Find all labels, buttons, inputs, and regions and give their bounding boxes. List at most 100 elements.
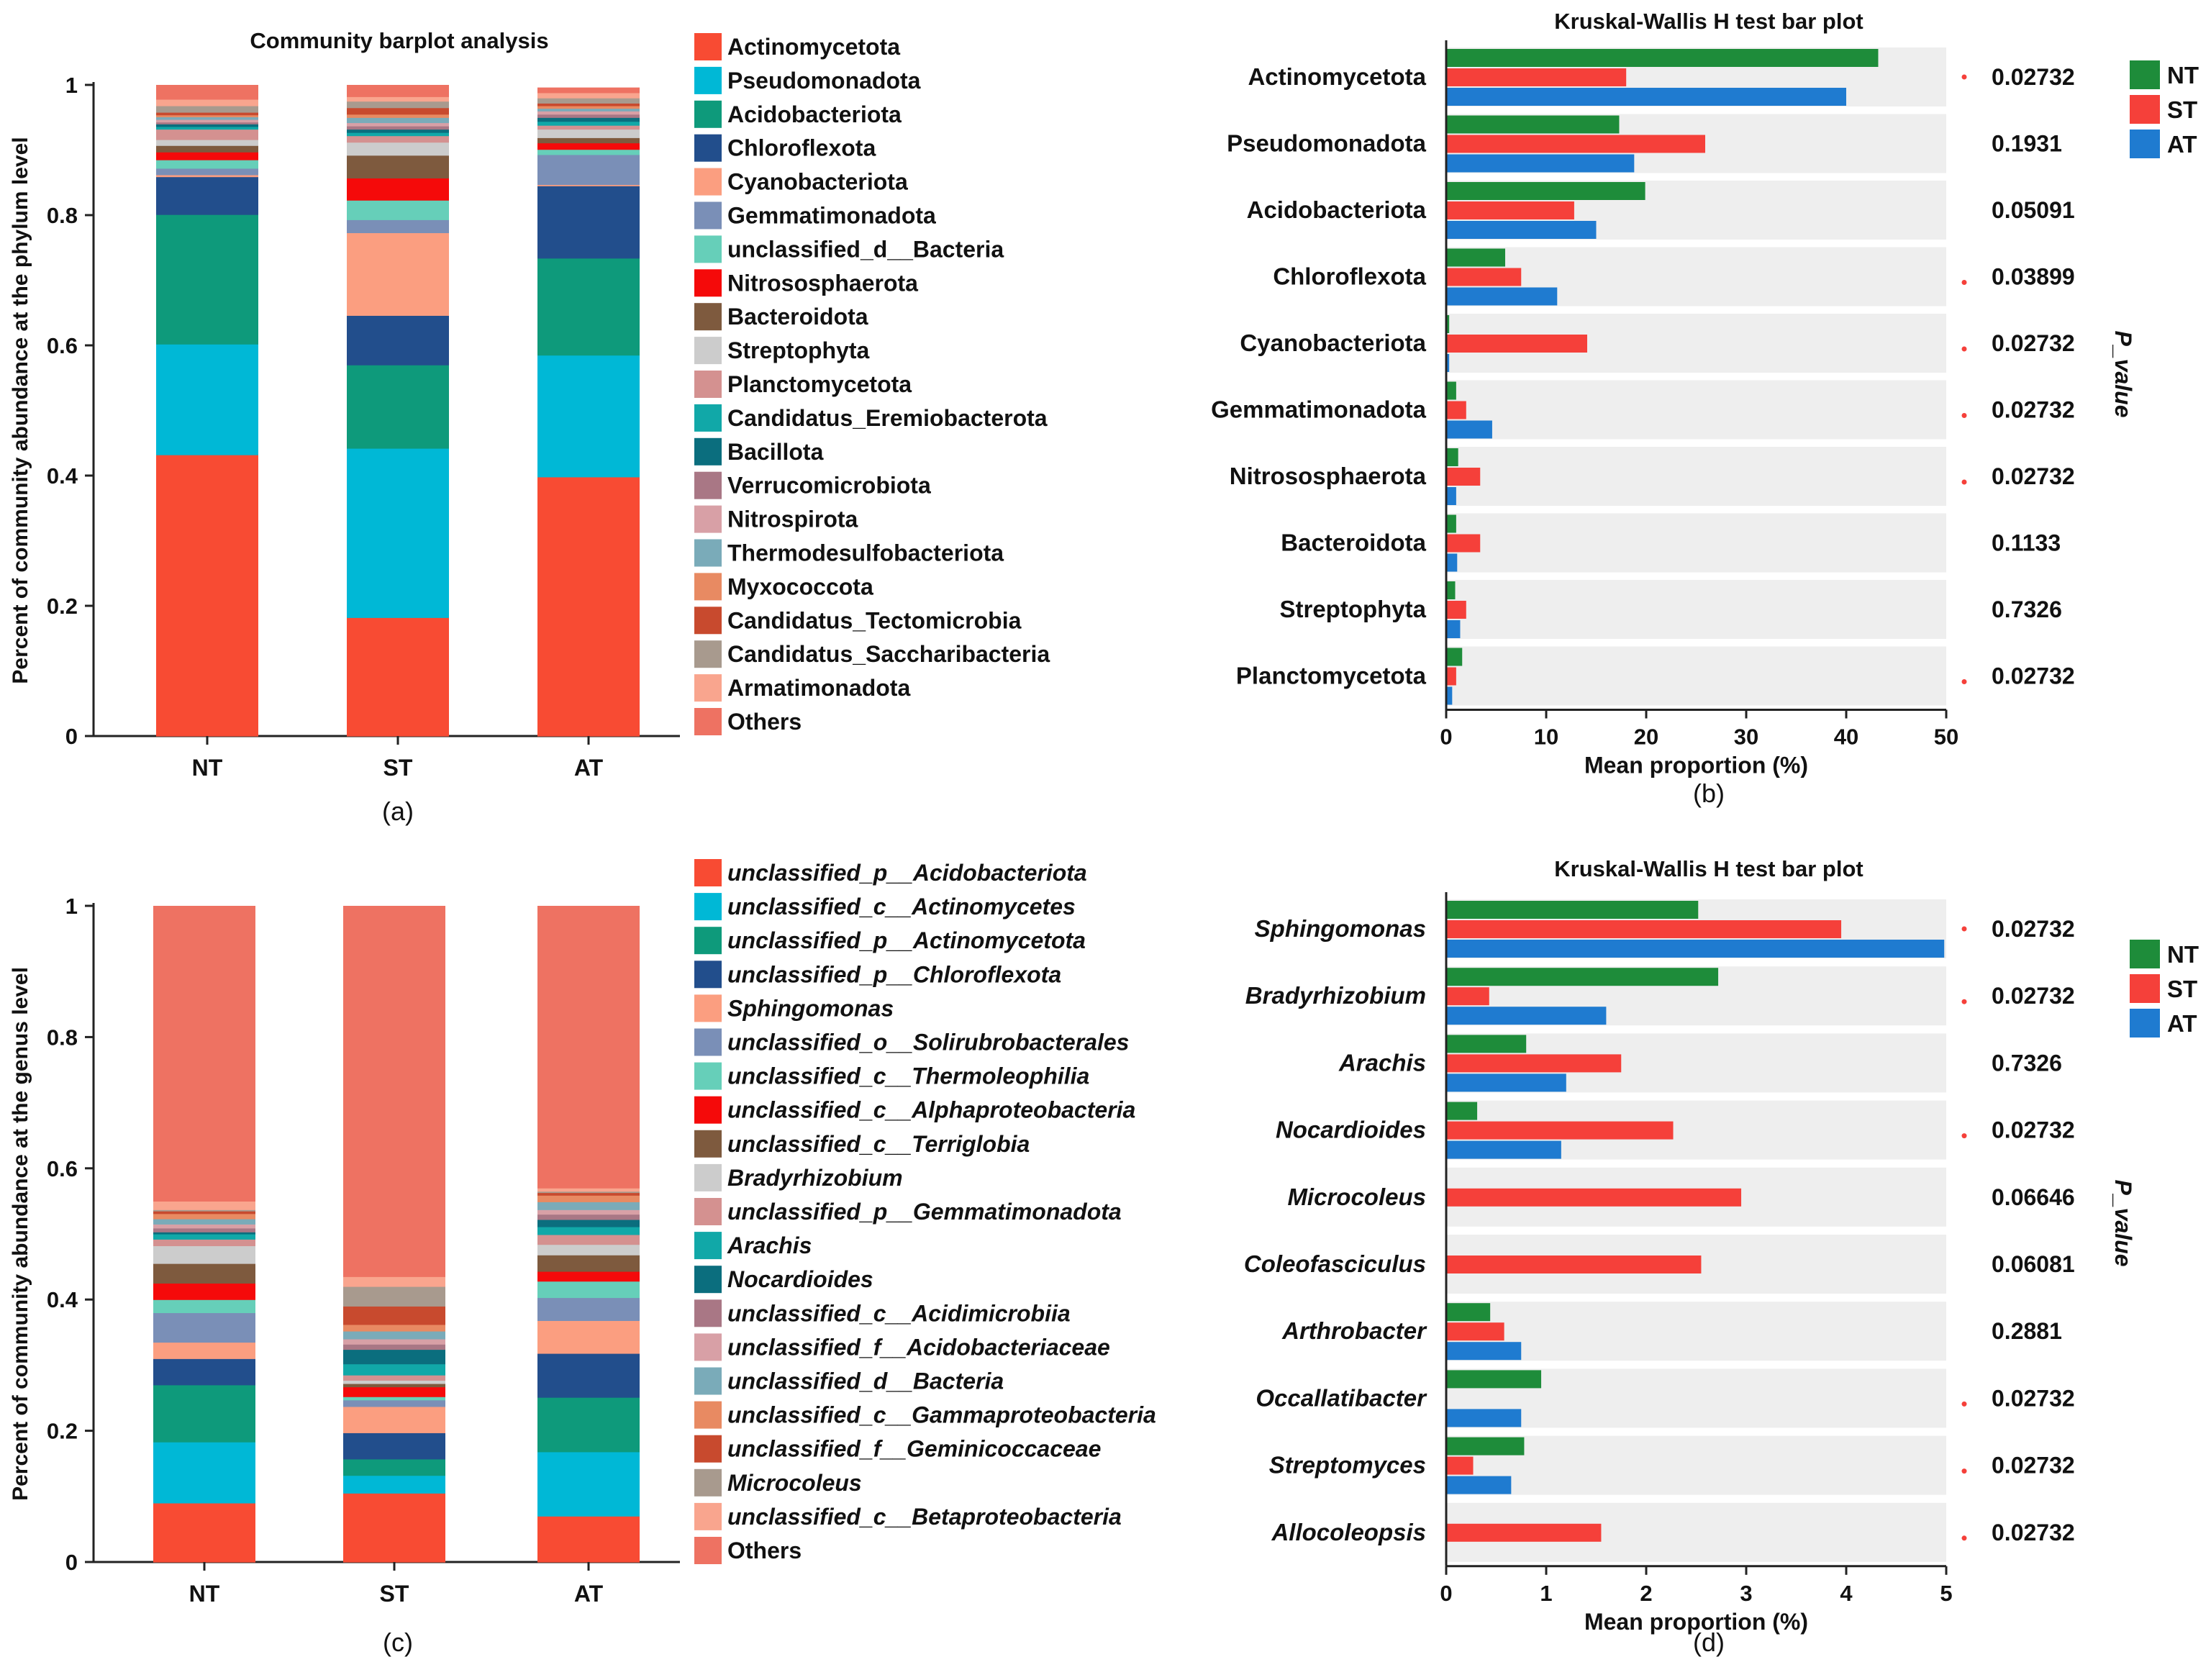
panel-a-bar-segment [347, 135, 449, 143]
panel-a-legend-swatch [694, 539, 722, 567]
panel-c-bar-segment [153, 906, 255, 1202]
panel-c-bar-segment [153, 1384, 255, 1443]
panel-b-legend-swatch [2130, 60, 2160, 89]
panel-c-bar-segment [537, 1244, 640, 1256]
panel-b-p-value: 0.1133 [1992, 530, 2061, 556]
panel-a-bar-segment [537, 117, 640, 122]
panel-b-bar-st [1446, 534, 1481, 553]
panel-a-bar-segment [156, 145, 258, 153]
panel-a-y-tick-label: 0.4 [47, 463, 78, 489]
panel-a-bar-segment [347, 142, 449, 156]
panel-d-x-tick-label: 4 [1840, 1581, 1853, 1606]
panel-c-bar-segment [537, 1397, 640, 1453]
panel-d-legend-swatch [2130, 940, 2160, 968]
panel-a-bar-segment [537, 476, 640, 737]
panel-b-bar-at [1446, 620, 1461, 638]
panel-d-p-value: 0.02732 [1992, 916, 2075, 942]
panel-c-bar-segment [537, 1234, 640, 1245]
panel-d-x-tick-label: 5 [1940, 1581, 1952, 1606]
panel-a-bar-segment [347, 129, 449, 133]
panel-a-legend-swatch [694, 573, 722, 601]
panel-d-bar-nt [1446, 1035, 1527, 1053]
panel-c-bar-segment [153, 1239, 255, 1247]
panel-c-legend-swatch [694, 1266, 722, 1294]
panel-b-bar-at [1446, 354, 1450, 372]
panel-a-legend-label: Candidatus_Eremiobacterota [727, 405, 1048, 431]
panel-a-y-tick-label: 1 [65, 73, 78, 98]
panel-a-bar-segment [156, 126, 258, 130]
panel-c-legend-swatch [694, 1502, 722, 1530]
panel-c-legend-label: unclassified_c__Betaproteobacteria [727, 1504, 1122, 1530]
panel-c-legend-swatch [694, 859, 722, 886]
panel-a-bar-segment [537, 186, 640, 259]
panel-c-y-tick-label: 0.2 [47, 1419, 78, 1444]
panel-a-bar-segment [347, 122, 449, 127]
panel-a-legend-swatch [694, 235, 722, 263]
panel-c-legend-swatch [694, 1062, 722, 1090]
panel-a-bar-segment [347, 132, 449, 137]
panel-b-bar-nt [1446, 581, 1456, 599]
panel-a-bar-segment [347, 101, 449, 109]
panel-b-bar-st [1446, 667, 1456, 686]
panel-b-p-value: 0.02732 [1992, 397, 2075, 423]
panel-a-y-tick-label: 0 [65, 724, 78, 749]
panel-a-x-tick-label: AT [574, 755, 604, 781]
panel-b-x-tick-label: 0 [1440, 725, 1452, 750]
panel-b-bar-st [1446, 335, 1587, 353]
panel-a-y-tick-label: 0.2 [47, 594, 78, 619]
panel-d-category-label: Coleofasciculus [1244, 1250, 1426, 1277]
panel-a-bar-segment [156, 124, 258, 127]
panel-c-legend-swatch [694, 1537, 722, 1564]
panel-d-legend-swatch [2130, 974, 2160, 1003]
panel-c-bar-segment [537, 1219, 640, 1227]
panel-a-bar-segment [537, 111, 640, 115]
panel-c-bar-segment [537, 1192, 640, 1196]
panel-b-x-tick-label: 40 [1834, 725, 1858, 750]
panel-c-bar-segment [537, 1188, 640, 1192]
panel-c-bar-segment [343, 1344, 445, 1350]
panel-c-bar-segment [153, 1232, 255, 1235]
panel-c-y-tick-label: 0.4 [47, 1287, 78, 1312]
panel-b-legend-label: AT [2167, 131, 2197, 158]
panel-c-bar-segment [343, 1380, 445, 1384]
panel-d-category-label: Arthrobacter [1281, 1317, 1427, 1344]
panel-c-legend-label: Sphingomonas [727, 995, 894, 1021]
panel-c-legend-label: Bradyrhizobium [727, 1165, 903, 1191]
panel-a-bar-segment [537, 258, 640, 356]
panel-d-bar-at [1446, 1140, 1561, 1159]
panel-b-bar-nt [1446, 315, 1450, 333]
panel-a-legend-swatch [694, 168, 722, 196]
panel-a-bar-segment [347, 178, 449, 201]
panel-d-bar-nt [1446, 1303, 1491, 1322]
panel-b-bar-st [1446, 468, 1481, 486]
panel-b-bar-st [1446, 268, 1522, 286]
panel-d-x-tick-label: 3 [1740, 1581, 1752, 1606]
panel-c-bar-segment [537, 1226, 640, 1235]
panel-a-legend-swatch [694, 674, 722, 702]
panel-a-legend-label: Others [727, 709, 802, 735]
panel-c-y-tick-label: 0 [65, 1550, 78, 1575]
panel-b-p-value-axis-label: P_value [2110, 331, 2136, 418]
panel-a-bar-segment [347, 117, 449, 124]
panel-c-legend-swatch [694, 1367, 722, 1395]
panel-c-bar-segment [537, 1214, 640, 1220]
panel-b-legend-label: ST [2167, 96, 2197, 123]
panel-b-bar-at [1446, 420, 1492, 439]
panel-b-significance-star [1961, 413, 1967, 418]
panel-d-bar-at [1446, 1007, 1607, 1025]
panel-c-legend-label: unclassified_p__Acidobacteriota [727, 860, 1087, 886]
panel-b-x-tick-label: 30 [1734, 725, 1758, 750]
panel-d-bar-st [1446, 1054, 1622, 1073]
panel-c-bar-segment [153, 1263, 255, 1284]
panel-c-bar-segment [343, 1276, 445, 1287]
panel-d-category-label: Occallatibacter [1256, 1384, 1427, 1411]
panel-c-bar-segment [343, 1493, 445, 1563]
panel-c-bar-segment [343, 1363, 445, 1376]
panel-d-bar-at [1446, 1342, 1522, 1361]
panel-a-bar-segment [156, 160, 258, 169]
panel-a-legend-swatch [694, 269, 722, 297]
panel-a-bar-segment [156, 168, 258, 176]
panel-c-legend-label: unclassified_p__Actinomycetota [727, 927, 1086, 953]
panel-a-title: Community barplot analysis [250, 28, 548, 53]
